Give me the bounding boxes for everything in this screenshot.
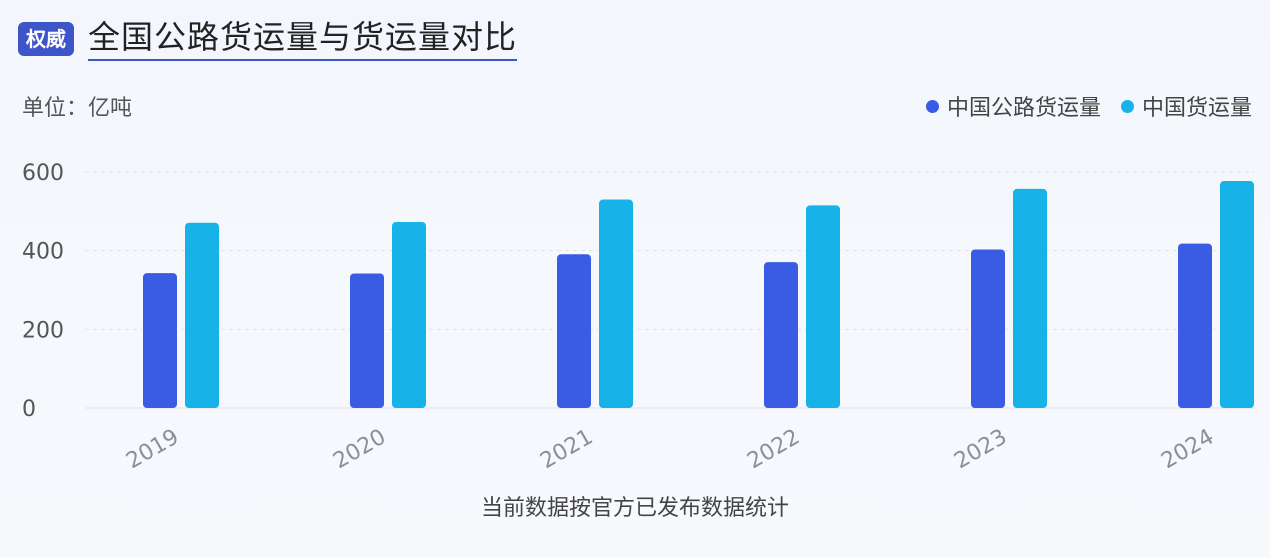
x-tick-label: 2024 — [1157, 425, 1218, 475]
footnote: 当前数据按官方已发布数据统计 — [480, 496, 789, 521]
x-tick-label: 2021 — [536, 425, 597, 475]
legend-dot-road — [925, 99, 939, 113]
authority-badge: 权威 — [18, 22, 74, 56]
x-tick-label: 2022 — [743, 425, 804, 475]
legend: 中国公路货运量 中国货运量 — [906, 90, 1252, 122]
bar-road-2023 — [971, 249, 1005, 408]
x-tick-label: 2023 — [950, 425, 1011, 475]
y-tick-label: 600 — [22, 161, 64, 186]
bar-road-2021 — [557, 254, 591, 408]
y-tick-label: 400 — [22, 240, 64, 265]
legend-label-road: 中国公路货运量 — [946, 96, 1101, 121]
bar-road-2022 — [764, 262, 798, 408]
legend-dot-total — [1120, 99, 1134, 113]
legend-label-total: 中国货运量 — [1141, 96, 1252, 121]
chart-header: 权威 全国公路货运量与货运量对比 — [18, 14, 518, 64]
bar-road-2024 — [1178, 243, 1212, 408]
bar-total-2021 — [599, 199, 633, 408]
legend-item-road: 中国公路货运量 — [925, 90, 1101, 122]
x-tick-label: 2019 — [122, 425, 183, 475]
bar-total-2023 — [1013, 188, 1047, 408]
bar-road-2019 — [143, 273, 177, 408]
x-tick-label: 2020 — [329, 425, 390, 475]
bar-road-2020 — [350, 273, 384, 408]
bar-total-2024 — [1220, 181, 1254, 408]
legend-item-total: 中国货运量 — [1120, 90, 1252, 122]
y-tick-label: 0 — [22, 397, 36, 422]
bar-total-2022 — [806, 205, 840, 408]
y-tick-label: 200 — [22, 318, 64, 343]
bar-total-2020 — [392, 221, 426, 408]
chart-title: 全国公路货运量与货运量对比 — [88, 17, 518, 61]
bar-total-2019 — [185, 222, 219, 408]
unit-label: 单位：亿吨 — [22, 96, 133, 121]
